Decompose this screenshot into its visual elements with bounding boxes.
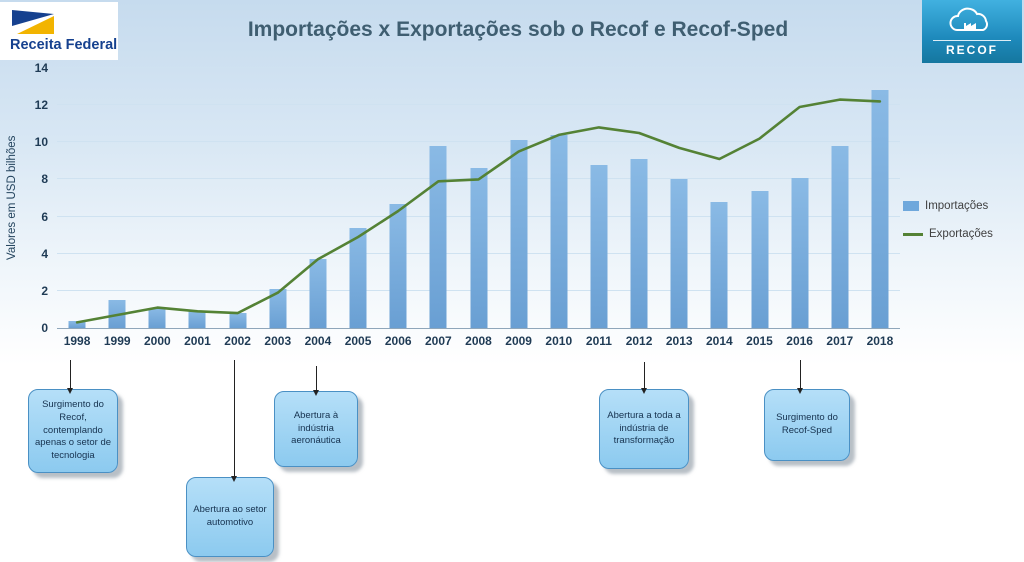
y-axis-tick-label: 12 — [34, 98, 48, 113]
recof-logo-text: RECOF — [946, 43, 998, 57]
bar-2013 — [670, 179, 688, 328]
bar-2007 — [429, 146, 447, 328]
y-axis-tick-label: 10 — [34, 135, 48, 150]
bar-2009 — [510, 140, 528, 328]
legend-item-importacoes: Importações — [903, 200, 1021, 212]
callout-1998: Surgimento do Recof, contemplando apenas… — [28, 360, 118, 473]
legend: Importações Exportações — [903, 200, 1021, 256]
callout-2016: Surgimento do Recof-Sped — [764, 360, 850, 461]
x-axis-label-2016: 2016 — [786, 334, 813, 348]
bar-2003 — [269, 289, 287, 328]
x-axis-label-1999: 1999 — [103, 334, 131, 348]
imports-legend-label: Importações — [925, 200, 989, 212]
x-axis-label-2000: 2000 — [143, 334, 171, 348]
recof-logo: RECOF — [922, 0, 1022, 63]
bar-1998 — [68, 320, 86, 328]
x-axis-label-2001: 2001 — [184, 334, 211, 348]
x-axis-label-2003: 2003 — [264, 334, 292, 348]
x-axis-label-2011: 2011 — [585, 334, 612, 348]
x-axis-label-2004: 2004 — [304, 334, 332, 348]
receita-federal-logo-text: Receita Federal — [10, 37, 118, 53]
x-axis-label-2018: 2018 — [866, 334, 894, 348]
x-axis-label-2009: 2009 — [505, 334, 532, 348]
bar-2015 — [751, 190, 768, 328]
callout-box-2004: Abertura à indústria aeronáutica — [274, 391, 358, 467]
callout-2012: Abertura a toda a indústria de transform… — [599, 362, 689, 469]
y-axis-tick-label: 4 — [41, 246, 48, 261]
recof-logo-divider — [933, 40, 1011, 41]
bar-2017 — [831, 146, 849, 328]
bar-2006 — [389, 203, 407, 328]
plot-area — [57, 67, 900, 329]
x-axis-label-2010: 2010 — [545, 334, 573, 348]
legend-item-exportacoes: Exportações — [903, 228, 1021, 240]
x-axis-label-2012: 2012 — [625, 334, 653, 348]
x-axis-label-2002: 2002 — [224, 334, 251, 348]
x-axis-label-2005: 2005 — [344, 334, 372, 348]
y-axis-tick-label: 0 — [41, 321, 48, 335]
exports-line — [75, 98, 882, 324]
callout-2002: Abertura ao setor automotivo — [186, 360, 274, 557]
callout-arrow-2004 — [313, 366, 319, 396]
imports-legend-swatch — [903, 201, 919, 211]
y-axis-tick-label: 14 — [34, 61, 48, 75]
bar-2016 — [791, 177, 809, 328]
y-axis-tick-label: 2 — [41, 283, 48, 298]
exports-legend-label: Exportações — [929, 228, 993, 240]
callout-box-2012: Abertura a toda a indústria de transform… — [599, 389, 689, 469]
bar-2012 — [630, 159, 648, 328]
callout-arrow-2016 — [797, 360, 803, 394]
receita-federal-flag-icon — [12, 10, 54, 34]
bar-2014 — [710, 201, 728, 328]
bar-2001 — [188, 311, 206, 328]
bar-2000 — [148, 307, 166, 328]
x-axis-label-2014: 2014 — [705, 334, 733, 348]
x-axis-labels: 1998 1999 2000 2001 2002 2003 2004 2005 2006 2007… — [57, 334, 900, 350]
x-axis-label-2013: 2013 — [665, 334, 693, 348]
bar-2002 — [229, 313, 247, 328]
page-title: Importações x Exportações sob o Recof e … — [247, 18, 789, 41]
callout-box-2002: Abertura ao setor automotivo — [186, 477, 274, 557]
recof-cloud-factory-icon — [949, 7, 989, 31]
callout-arrow-2002 — [231, 360, 237, 482]
bar-2011 — [590, 164, 608, 328]
callout-box-2016: Surgimento do Recof-Sped — [764, 389, 850, 461]
gridline — [57, 141, 900, 143]
y-axis-tick-label: 8 — [41, 172, 48, 187]
x-axis-label-2015: 2015 — [746, 334, 773, 348]
bar-2018 — [871, 90, 889, 328]
bar-2005 — [349, 227, 367, 328]
x-axis-label-1998: 1998 — [63, 334, 91, 348]
receita-federal-logo: Receita Federal — [0, 2, 118, 60]
x-axis-label-2006: 2006 — [384, 334, 412, 348]
callout-arrow-1998 — [67, 360, 73, 394]
bar-2010 — [550, 134, 568, 328]
callout-box-1998: Surgimento do Recof, contemplando apenas… — [28, 389, 118, 473]
gridline — [57, 67, 900, 68]
gridline — [57, 104, 900, 106]
x-axis-label-2007: 2007 — [424, 334, 452, 348]
y-axis-labels: 0 2 4 6 8 10 12 14 — [22, 62, 48, 334]
callout-arrow-2012 — [641, 362, 647, 394]
callout-2004: Abertura à indústria aeronáutica — [274, 366, 358, 467]
bar-2008 — [470, 168, 487, 328]
exports-legend-swatch — [903, 232, 923, 236]
bar-2004 — [309, 259, 327, 328]
y-axis-tick-label: 6 — [41, 209, 48, 224]
x-axis-label-2017: 2017 — [826, 334, 854, 348]
x-axis-label-2008: 2008 — [465, 334, 492, 348]
y-axis-title: Valores em USD bilhões — [6, 135, 18, 261]
